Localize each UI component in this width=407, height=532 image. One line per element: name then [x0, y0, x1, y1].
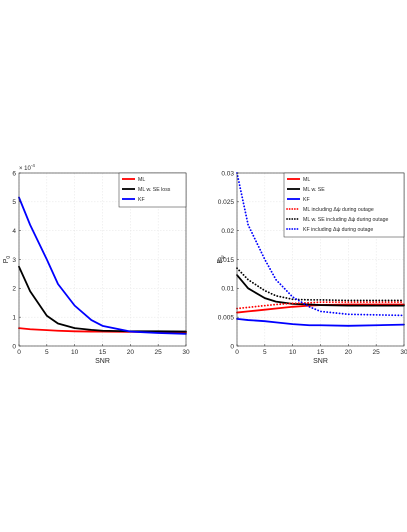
- x-tick-label: 10: [289, 349, 297, 356]
- y-tick-label: 1: [12, 314, 16, 321]
- legend-label: ML including Δψ during outage: [303, 207, 374, 213]
- y-tick-label: 0.005: [218, 314, 235, 321]
- y-axis-label-main: P: [3, 258, 10, 263]
- series-line-kf: [18, 196, 187, 335]
- x-tick-label: 15: [317, 349, 325, 356]
- y-axis-label: Eψ: [217, 255, 226, 264]
- x-tick-label: 20: [345, 349, 353, 356]
- legend-label: KF: [138, 197, 145, 203]
- series-line-ml: [236, 303, 405, 314]
- y-tick-label: 4: [12, 228, 16, 235]
- legend-label: ML w. SE including Δψ during outage: [303, 217, 389, 223]
- series-line-ml-w-se-loss: [18, 265, 187, 333]
- y-axis-label: P0: [3, 256, 12, 264]
- y-exponent-label: × 10-4: [19, 163, 35, 172]
- x-tick-label: 25: [155, 349, 163, 356]
- legend-label: ML: [303, 177, 310, 183]
- y-axis-label-sub: ψ: [220, 255, 226, 259]
- y-tick-label: 0: [230, 343, 234, 350]
- series-line-kf: [236, 317, 405, 327]
- chart-right: 0 5 10 15 20 25 30 0 0.005 0.01 0.015 0.02 0.025 0.03…: [217, 170, 407, 365]
- y-tick-label: 6: [12, 170, 16, 177]
- y-tick-label: 5: [12, 199, 16, 206]
- x-tick-label: 15: [99, 349, 107, 356]
- series-line-ml-w-se-including-during-outage: [236, 267, 405, 302]
- x-tick-label: 30: [400, 349, 407, 356]
- x-tick-label: 5: [45, 349, 49, 356]
- y-tick-label: 0.01: [221, 286, 234, 293]
- legend-label: ML: [138, 177, 145, 183]
- y-tick-label: 2: [12, 286, 16, 293]
- x-axis-label: SNR: [313, 358, 328, 365]
- x-tick-label: 20: [127, 349, 135, 356]
- x-axis-label: SNR: [95, 358, 110, 365]
- legend-label: ML w. SE loss: [138, 187, 171, 193]
- legend-label: KF: [303, 197, 310, 203]
- y-tick-label: 0.03: [221, 170, 234, 177]
- y-tick-label: 0.02: [221, 228, 234, 235]
- x-tick-label: 30: [182, 349, 190, 356]
- legend-box: [283, 172, 405, 238]
- x-tick-label: 5: [263, 349, 267, 356]
- y-exponent-base: × 10: [19, 166, 32, 172]
- series-line-ml-including-during-outage: [236, 301, 405, 310]
- x-tick-label: 0: [17, 349, 21, 356]
- legend-label: ML w. SE: [303, 187, 325, 193]
- y-exponent-power: -4: [31, 163, 35, 168]
- x-tick-label: 25: [373, 349, 381, 356]
- series-line-kf-including-during-outage: [236, 172, 405, 317]
- x-tick-label: 10: [71, 349, 79, 356]
- x-tick-label: 0: [235, 349, 239, 356]
- y-tick-label: 0.025: [218, 199, 235, 206]
- y-tick-label: 3: [12, 257, 16, 264]
- y-axis-label-sub: 0: [6, 256, 12, 259]
- y-axis-label-main: E: [217, 259, 224, 264]
- legend-label: KF including Δψ during outage: [303, 227, 373, 233]
- y-tick-label: 0.015: [218, 257, 235, 264]
- series-line-ml-w-se: [236, 274, 405, 307]
- y-tick-label: 0: [12, 343, 16, 350]
